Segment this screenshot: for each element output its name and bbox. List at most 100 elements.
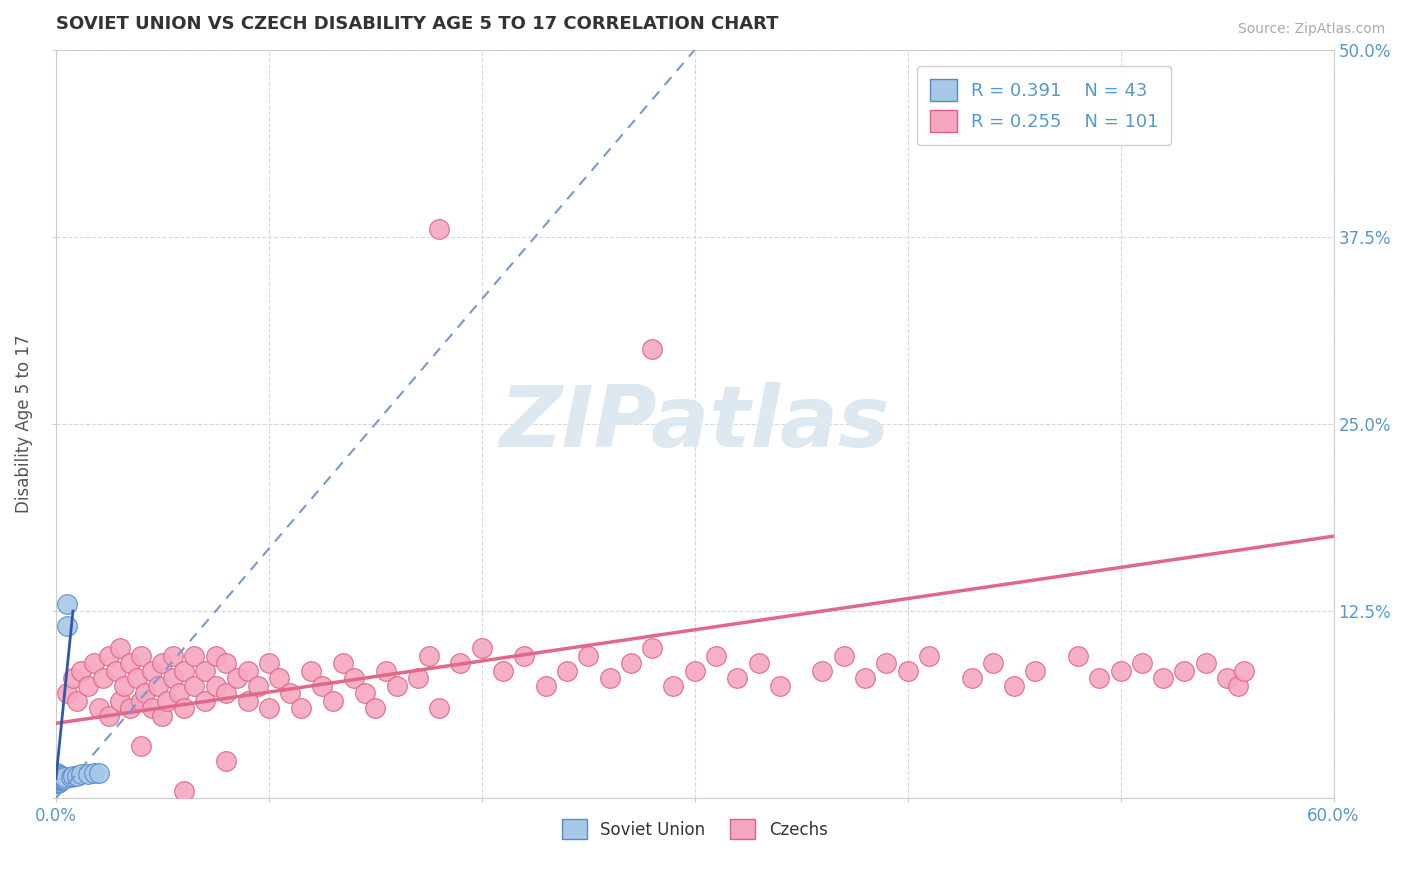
Point [46,769,69,783]
Point [173,664,195,678]
Point [49,770,72,784]
Point [134,686,156,700]
Point [49,769,72,783]
Point [534,679,557,693]
Point [599,672,621,686]
Point [48,772,70,786]
Point [104,664,127,678]
Point [981,657,1004,671]
Point [725,672,748,686]
Point [427,222,450,236]
Point [1152,672,1174,686]
Point [108,641,131,656]
Point [311,679,333,693]
Point [83,765,105,780]
Point [918,648,941,663]
Point [1002,679,1025,693]
Point [46,772,69,786]
Point [129,648,152,663]
Point [450,657,472,671]
Point [811,664,834,678]
Point [257,701,280,715]
Point [641,342,664,356]
Point [236,664,259,678]
Point [66,694,89,708]
Point [83,657,105,671]
Point [49,772,72,786]
Point [51,772,73,786]
Point [46,767,69,781]
Point [173,701,195,715]
Point [1233,664,1256,678]
Point [290,701,312,715]
Point [853,672,876,686]
Point [683,664,706,678]
Point [662,679,685,693]
Point [62,769,84,783]
Text: SOVIET UNION VS CZECH DISABILITY AGE 5 TO 17 CORRELATION CHART: SOVIET UNION VS CZECH DISABILITY AGE 5 T… [56,15,779,33]
Point [183,648,205,663]
Point [343,672,366,686]
Point [1109,664,1132,678]
Point [194,664,217,678]
Point [364,701,387,715]
Point [55,619,77,633]
Point [173,783,195,797]
Text: ZIPatlas: ZIPatlas [499,383,890,466]
Point [960,672,983,686]
Point [247,679,270,693]
Point [49,773,72,788]
Point [513,648,536,663]
Point [146,679,169,693]
Point [897,664,920,678]
Point [257,657,280,671]
Point [46,774,69,789]
Point [46,774,69,789]
Point [55,597,77,611]
Point [427,701,450,715]
Point [576,648,599,663]
Point [46,770,69,784]
Point [141,664,163,678]
Point [225,672,247,686]
Point [51,769,73,783]
Point [46,765,69,780]
Point [76,679,98,693]
Point [46,773,69,788]
Point [204,679,226,693]
Point [98,648,121,663]
Point [215,754,238,768]
Point [120,657,142,671]
Point [748,657,770,671]
Point [55,686,77,700]
Point [769,679,792,693]
Point [48,770,70,784]
Point [141,701,163,715]
Point [108,694,131,708]
Point [48,773,70,788]
Point [91,672,114,686]
Point [62,672,84,686]
Point [46,772,69,786]
Point [48,774,70,789]
Point [150,708,173,723]
Point [46,774,69,789]
Legend: Soviet Union, Czechs: Soviet Union, Czechs [555,813,834,846]
Point [1173,664,1195,678]
Point [1130,657,1153,671]
Point [156,694,179,708]
Point [875,657,897,671]
Point [1216,672,1239,686]
Text: Source: ZipAtlas.com: Source: ZipAtlas.com [1237,22,1385,37]
Point [162,672,184,686]
Point [332,657,354,671]
Point [51,770,73,784]
Point [70,664,93,678]
Point [46,776,69,790]
Point [385,679,408,693]
Point [492,664,515,678]
Point [76,767,98,781]
Point [53,770,76,784]
Point [169,686,191,700]
Point [183,679,205,693]
